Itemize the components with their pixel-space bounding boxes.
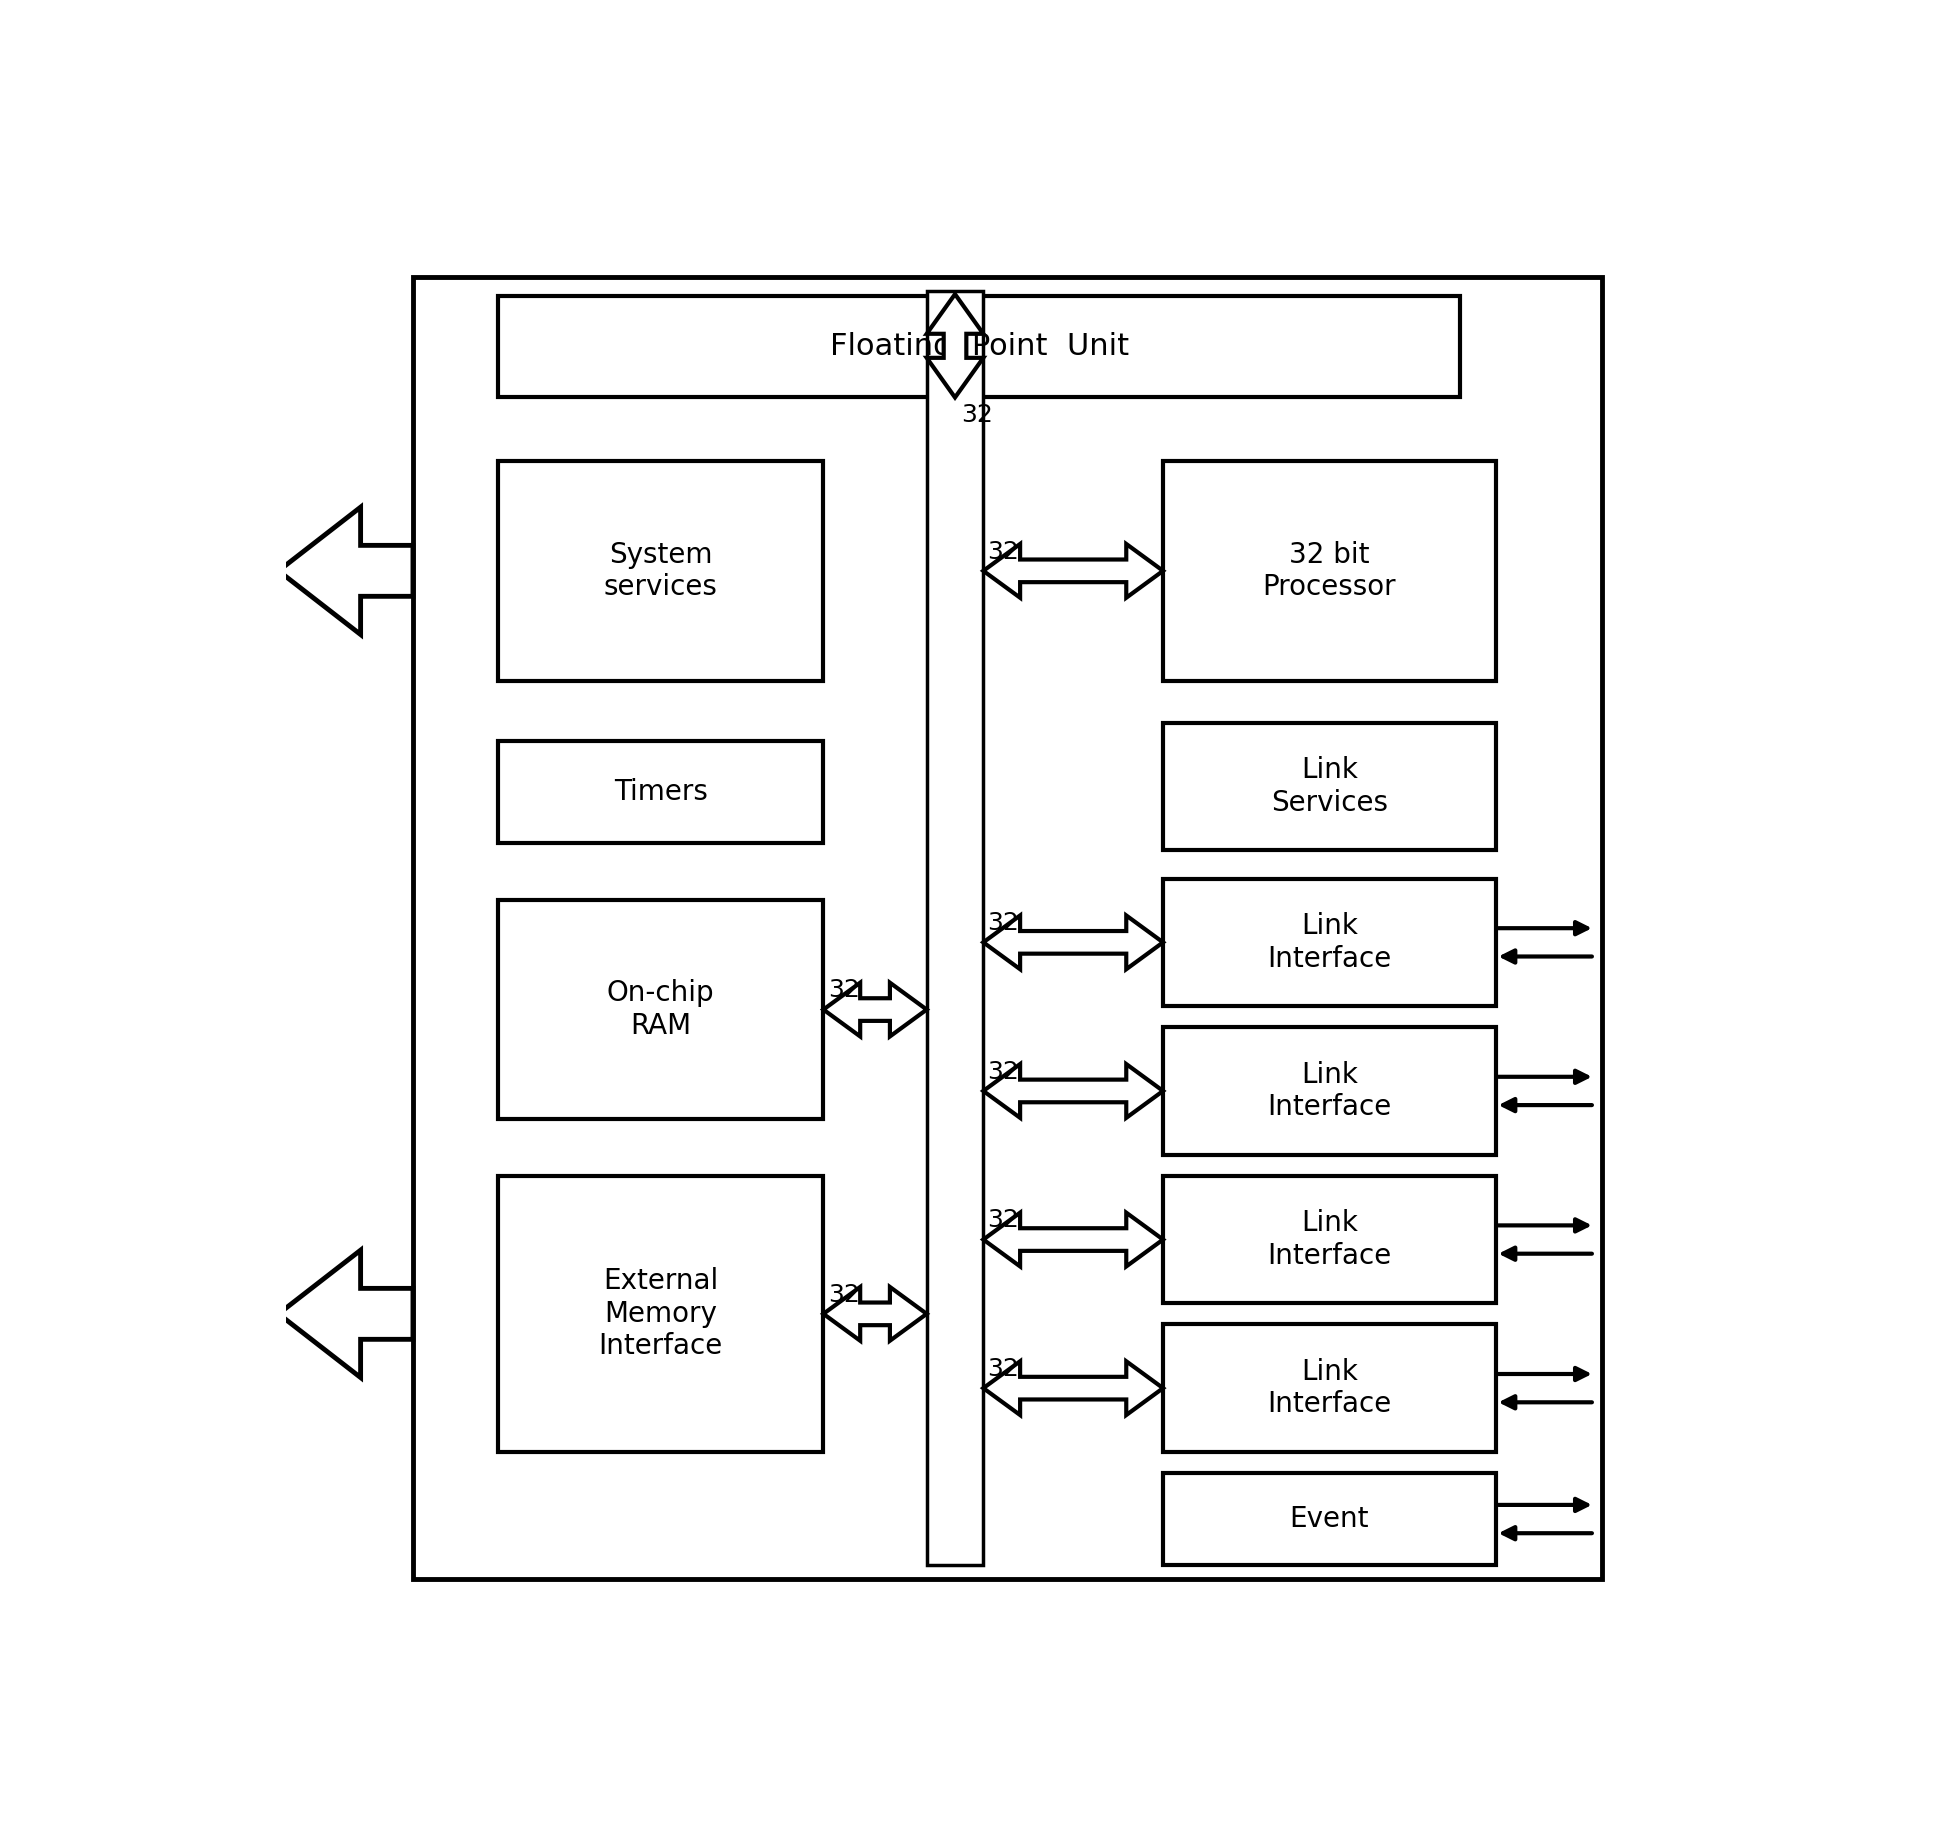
Text: 32: 32 — [828, 1283, 860, 1307]
Bar — [1163, 461, 1496, 680]
Text: Link
Interface: Link Interface — [1267, 1209, 1391, 1270]
Text: 32: 32 — [988, 912, 1019, 936]
Text: Timers: Timers — [614, 777, 707, 807]
Bar — [1163, 1176, 1496, 1303]
Bar — [1163, 1027, 1496, 1154]
Text: 32 bit
Processor: 32 bit Processor — [1262, 540, 1395, 601]
Polygon shape — [824, 1287, 926, 1340]
Text: 32: 32 — [988, 1061, 1019, 1084]
Text: System
services: System services — [605, 540, 717, 601]
Bar — [498, 296, 1459, 397]
Bar — [498, 1176, 824, 1452]
Polygon shape — [824, 983, 926, 1037]
Bar — [498, 461, 824, 680]
Text: 32: 32 — [988, 1356, 1019, 1380]
Polygon shape — [926, 294, 983, 397]
Polygon shape — [983, 1064, 1163, 1118]
Polygon shape — [983, 915, 1163, 969]
Text: External
Memory
Interface: External Memory Interface — [599, 1268, 723, 1360]
Text: Floating  Point  Unit: Floating Point Unit — [829, 333, 1128, 360]
Bar — [926, 292, 983, 1566]
Text: 32: 32 — [828, 978, 860, 1002]
Text: Event: Event — [1289, 1505, 1368, 1533]
Bar — [498, 741, 824, 844]
Polygon shape — [983, 1213, 1163, 1266]
Bar — [498, 901, 824, 1119]
Bar — [1163, 1325, 1496, 1452]
Polygon shape — [279, 1250, 413, 1377]
Polygon shape — [983, 544, 1163, 597]
Text: Link
Interface: Link Interface — [1267, 1061, 1391, 1121]
Text: Link
Services: Link Services — [1271, 757, 1388, 816]
Bar — [413, 278, 1603, 1579]
Bar — [1163, 722, 1496, 851]
Polygon shape — [279, 507, 413, 634]
Text: Link
Interface: Link Interface — [1267, 912, 1391, 972]
Text: On-chip
RAM: On-chip RAM — [607, 980, 715, 1040]
Polygon shape — [983, 1362, 1163, 1415]
Bar — [1163, 879, 1496, 1005]
Bar — [1163, 1472, 1496, 1566]
Text: 32: 32 — [961, 403, 992, 426]
Text: Link
Interface: Link Interface — [1267, 1358, 1391, 1419]
Text: 32: 32 — [988, 1208, 1019, 1233]
Text: 32: 32 — [988, 540, 1019, 564]
